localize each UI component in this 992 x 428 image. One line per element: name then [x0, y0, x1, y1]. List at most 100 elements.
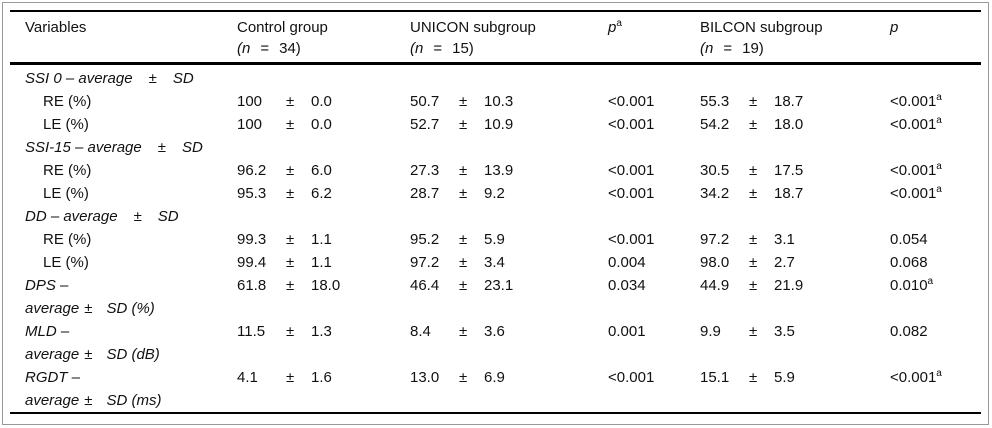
- superscript-a: a: [936, 184, 942, 195]
- plus-minus-sign: ±: [459, 254, 468, 271]
- plus-minus-sign: ±: [84, 300, 93, 317]
- mean-value: 54.2: [700, 116, 730, 133]
- section-label: SSI-15 – average: [25, 139, 142, 156]
- p-value: 0.068: [890, 254, 928, 271]
- plus-minus-sign: ±: [286, 93, 295, 110]
- sd-value: 0.0: [311, 93, 332, 110]
- p-value: <0.001: [890, 162, 937, 179]
- p-value-cell: <0.001a: [890, 113, 980, 136]
- equals-sign: =: [723, 40, 733, 57]
- average-label: average: [25, 392, 80, 409]
- mean-value: 52.7: [410, 116, 440, 133]
- plus-minus-sign: ±: [749, 116, 758, 133]
- header-p-unicon: pa: [608, 17, 700, 38]
- stat-cell-control: 4.1 ±1.6: [237, 366, 410, 389]
- p-value: <0.001: [608, 185, 655, 202]
- table-row: LE (%) 95.3 ±6.2 28.7 ±9.2 <0.001 34.2 ±18.7 <0.…: [10, 182, 981, 205]
- stat-cell-bilcon: 98.0 ±2.7: [700, 251, 890, 274]
- mean-value: 98.0: [700, 254, 730, 271]
- sd-unit-label: SD (dB): [106, 346, 160, 363]
- mean-value: 27.3: [410, 162, 440, 179]
- row-label: RE (%): [43, 162, 92, 179]
- sd-value: 3.6: [484, 323, 505, 340]
- sd-unit-label: SD (ms): [106, 392, 162, 409]
- p-value: 0.034: [608, 277, 646, 294]
- plus-minus-sign: ±: [749, 162, 758, 179]
- row-label: LE (%): [43, 185, 89, 202]
- section-row: DD – average ± SD: [10, 205, 981, 228]
- mean-value: 9.9: [700, 323, 721, 340]
- p-value-cell: <0.001a: [890, 159, 980, 182]
- variable-label-line1: MLD –: [25, 320, 237, 343]
- mean-value: 95.2: [410, 231, 440, 248]
- sd-value: 1.1: [311, 254, 332, 271]
- p-value: <0.001: [890, 185, 937, 202]
- plus-minus-sign: ±: [459, 369, 468, 386]
- plus-minus-sign: ±: [286, 369, 295, 386]
- p-value-cell: <0.001a: [890, 366, 980, 389]
- plus-minus-sign: ±: [148, 70, 157, 87]
- table-header-row: Variables Control group (n = 34) UNICON su…: [10, 12, 981, 62]
- plus-minus-sign: ±: [749, 254, 758, 271]
- stat-cell-unicon: 46.4 ±23.1: [410, 274, 608, 297]
- p-value: <0.001: [890, 93, 937, 110]
- mean-value: 97.2: [410, 254, 440, 271]
- sd-value: 6.2: [311, 185, 332, 202]
- stat-cell-bilcon: 15.1 ±5.9: [700, 366, 890, 389]
- stat-cell-unicon: 13.0 ±6.9: [410, 366, 608, 389]
- stat-cell-control: 99.3 ±1.1: [237, 228, 410, 251]
- n-value: 15): [452, 40, 474, 57]
- sd-value: 10.9: [484, 116, 514, 133]
- n-open: (n: [700, 40, 714, 57]
- variable-cell: SSI 0 – average ± SD: [10, 67, 237, 90]
- mean-value: 99.4: [237, 254, 267, 271]
- stat-cell-bilcon: 54.2 ±18.0: [700, 113, 890, 136]
- header-p-bilcon: p: [890, 17, 980, 38]
- plus-minus-sign: ±: [459, 323, 468, 340]
- stat-cell-unicon: 52.7 ±10.9: [410, 113, 608, 136]
- p-value-cell: <0.001: [608, 159, 700, 182]
- mean-value: 13.0: [410, 369, 440, 386]
- mean-value: 8.4: [410, 323, 431, 340]
- p-value: <0.001: [608, 231, 655, 248]
- p-value: 0.004: [608, 254, 646, 271]
- table-row: RGDT – average ± SD (ms) 4.1 ±1.6 13.0 ±6.9 <0.0…: [10, 366, 981, 412]
- variable-label-line1: DPS –: [25, 274, 237, 297]
- mean-value: 11.5: [237, 323, 266, 340]
- stat-cell-control: 99.4 ±1.1: [237, 251, 410, 274]
- plus-minus-sign: ±: [459, 277, 468, 294]
- stat-cell-control: 100 ±0.0: [237, 113, 410, 136]
- stat-cell-bilcon: 30.5 ±17.5: [700, 159, 890, 182]
- plus-minus-sign: ±: [286, 323, 295, 340]
- mean-value: 50.7: [410, 93, 440, 110]
- plus-minus-sign: ±: [286, 185, 295, 202]
- p-value-cell: 0.068: [890, 251, 980, 274]
- stat-cell-control: 11.5 ±1.3: [237, 320, 410, 343]
- sd-value: 23.1: [484, 277, 514, 294]
- sample-size-line: (n = 15): [410, 38, 608, 59]
- p-label: p: [608, 19, 617, 36]
- sd-unit-label: SD (%): [106, 300, 155, 317]
- mean-value: 95.3: [237, 185, 267, 202]
- sd-value: 6.9: [484, 369, 505, 386]
- plus-minus-sign: ±: [286, 254, 295, 271]
- plus-minus-sign: ±: [749, 93, 758, 110]
- sd-value: 18.0: [311, 277, 341, 294]
- superscript-a: a: [936, 92, 942, 103]
- p-value-cell: 0.004: [608, 251, 700, 274]
- table-row: RE (%) 96.2 ±6.0 27.3 ±13.9 <0.001 30.5 ±17.5 <0…: [10, 159, 981, 182]
- mean-value: 55.3: [700, 93, 730, 110]
- variable-name: DPS –: [25, 277, 69, 294]
- section-label: DD – average: [25, 208, 118, 225]
- p-value-cell: <0.001: [608, 182, 700, 205]
- sd-value: 1.1: [311, 231, 332, 248]
- n-open: (n: [237, 40, 251, 57]
- variable-cell: SSI-15 – average ± SD: [10, 136, 237, 159]
- stat-cell-unicon: 95.2 ±5.9: [410, 228, 608, 251]
- plus-minus-sign: ±: [133, 208, 142, 225]
- sd-value: 2.7: [774, 254, 795, 271]
- sd-value: 1.6: [311, 369, 332, 386]
- variable-label-line2: average ± SD (dB): [25, 343, 237, 366]
- sd-value: 17.5: [774, 162, 804, 179]
- superscript-a: a: [936, 115, 942, 126]
